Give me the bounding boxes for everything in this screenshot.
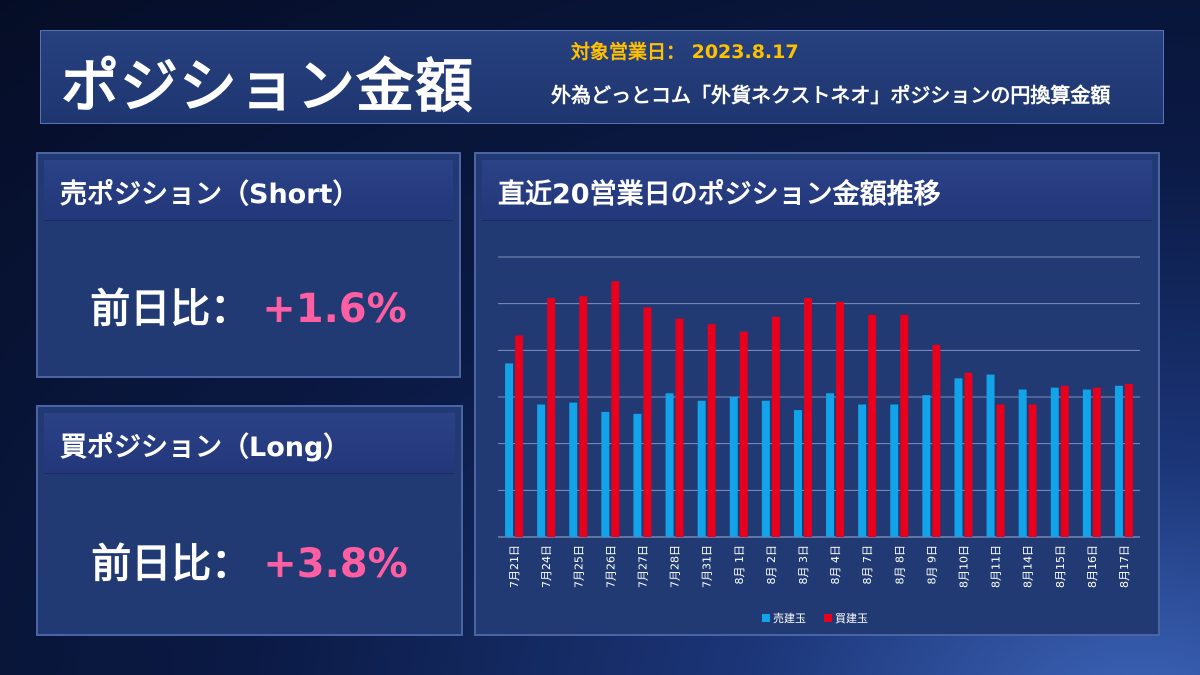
chart-panel-title: 直近20営業日のポジション金額推移 bbox=[498, 179, 941, 210]
short-bar bbox=[986, 374, 995, 537]
long-bar bbox=[932, 344, 941, 537]
x-tick-label: 8月17日 bbox=[1118, 545, 1131, 588]
x-tick-label: 8月14日 bbox=[1022, 545, 1035, 588]
short-bar bbox=[954, 378, 963, 537]
long-bar bbox=[1060, 385, 1069, 537]
long-bar bbox=[803, 298, 812, 537]
short-bar bbox=[1114, 385, 1123, 537]
x-tick-label: 8月 7日 bbox=[861, 545, 874, 585]
short-bar bbox=[1050, 387, 1059, 537]
long-bar bbox=[643, 307, 652, 537]
page-subtitle: 外為どっとコム「外貨ネクストネオ」ポジションの円換算金額 bbox=[551, 83, 1111, 107]
long-bar bbox=[868, 314, 877, 537]
long-bar bbox=[707, 324, 716, 537]
x-tick-label: 7月26日 bbox=[604, 545, 617, 588]
short-panel-header: 売ポジション（Short） bbox=[44, 160, 453, 221]
x-tick-label: 8月16日 bbox=[1086, 545, 1099, 588]
x-tick-label: 8月 4日 bbox=[829, 545, 842, 585]
x-tick-label: 8月 1日 bbox=[733, 545, 746, 585]
long-bar bbox=[515, 335, 524, 537]
long-bar bbox=[771, 316, 780, 537]
position-chart: 7月21日 7月24日 7月25日 7月26日 7月27日 7月28日 7月31日 8月 1日… bbox=[498, 256, 1140, 625]
long-bar bbox=[579, 296, 588, 537]
short-bar bbox=[1018, 389, 1027, 537]
long-bar bbox=[1124, 383, 1133, 537]
short-bar bbox=[537, 404, 546, 537]
short-bar bbox=[1082, 389, 1091, 537]
x-tick-label: 7月21日 bbox=[508, 545, 521, 588]
short-bar bbox=[890, 404, 899, 537]
x-tick-label: 7月27日 bbox=[636, 545, 649, 588]
short-ratio-value: +1.6% bbox=[262, 286, 407, 332]
short-ratio-label: 前日比： bbox=[90, 286, 251, 332]
long-ratio-label: 前日比： bbox=[91, 541, 252, 587]
long-panel-title: 買ポジション（Long） bbox=[60, 432, 351, 463]
short-bar bbox=[826, 393, 835, 537]
header-banner: ポジション金額 対象営業日： 2023.8.17 外為どっとコム「外貨ネクストネ… bbox=[40, 30, 1164, 124]
legend-label-long: 買建玉 bbox=[835, 611, 868, 625]
short-bar bbox=[601, 411, 610, 537]
chart-panel-header: 直近20営業日のポジション金額推移 bbox=[482, 160, 1152, 221]
long-bar bbox=[996, 404, 1005, 537]
long-bar bbox=[611, 281, 620, 537]
chart-panel: 直近20営業日のポジション金額推移 7月21日 7月24日 7月25日 7月26日 7月… bbox=[474, 152, 1160, 636]
long-bar bbox=[739, 331, 748, 537]
x-tick-label: 7月31日 bbox=[701, 545, 714, 588]
short-ratio: 前日比： +1.6% bbox=[38, 276, 459, 334]
x-tick-label: 7月25日 bbox=[572, 545, 585, 588]
legend-swatch-long bbox=[824, 614, 832, 622]
short-bar bbox=[633, 413, 642, 537]
x-tick-label: 8月 3日 bbox=[797, 545, 810, 585]
long-panel-header: 買ポジション（Long） bbox=[44, 413, 455, 474]
short-bar bbox=[858, 404, 867, 537]
short-bar bbox=[793, 410, 802, 537]
short-bar bbox=[729, 397, 738, 537]
long-bar bbox=[1092, 387, 1101, 537]
long-bar bbox=[964, 372, 973, 537]
long-bar bbox=[900, 314, 909, 537]
x-tick-label: 7月24日 bbox=[540, 545, 553, 588]
long-ratio-value: +3.8% bbox=[263, 541, 408, 587]
x-tick-label: 8月15日 bbox=[1054, 545, 1067, 588]
page-title: ポジション金額 bbox=[61, 52, 475, 120]
short-bar bbox=[505, 363, 514, 537]
long-position-panel: 買ポジション（Long） 前日比： +3.8% bbox=[36, 405, 463, 636]
legend-swatch-short bbox=[762, 614, 770, 622]
x-tick-label: 7月28日 bbox=[669, 545, 682, 588]
short-bar bbox=[761, 400, 770, 537]
target-date: 対象営業日： 2023.8.17 bbox=[571, 41, 799, 63]
short-bar bbox=[665, 393, 674, 537]
short-panel-title: 売ポジション（Short） bbox=[60, 179, 360, 210]
long-bar bbox=[675, 318, 684, 537]
x-tick-label: 8月 2日 bbox=[765, 545, 778, 585]
long-bar bbox=[836, 301, 845, 537]
long-ratio: 前日比： +3.8% bbox=[38, 531, 461, 589]
long-bar bbox=[1028, 404, 1037, 537]
short-bar bbox=[569, 402, 578, 537]
short-bar bbox=[922, 395, 931, 537]
short-position-panel: 売ポジション（Short） 前日比： +1.6% bbox=[36, 152, 461, 378]
x-tick-label: 8月11日 bbox=[990, 545, 1003, 588]
x-tick-label: 8月 8日 bbox=[893, 545, 906, 585]
x-tick-label: 8月10日 bbox=[957, 545, 970, 588]
long-bar bbox=[547, 298, 556, 537]
x-tick-label: 8月 9日 bbox=[925, 545, 938, 585]
legend-label-short: 売建玉 bbox=[773, 611, 806, 625]
short-bar bbox=[697, 400, 706, 537]
